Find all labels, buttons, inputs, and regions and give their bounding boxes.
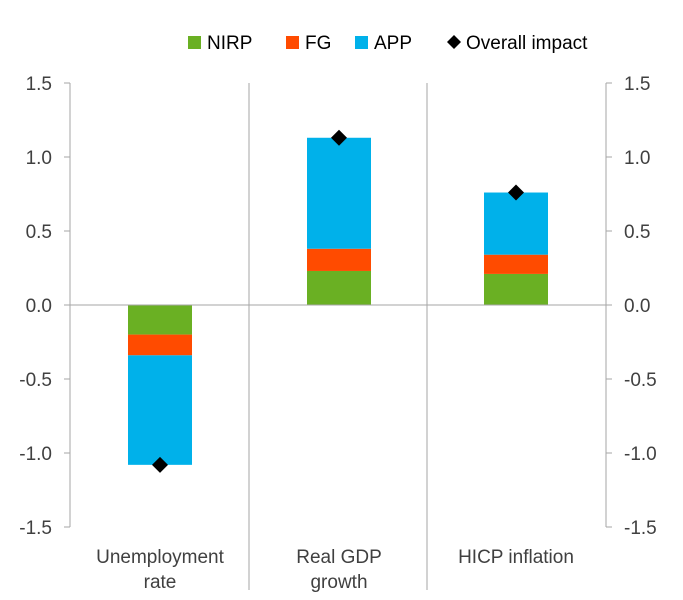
- category-label-gdp-line1: Real GDP: [296, 547, 382, 568]
- bar-nirp-unemployment: [128, 305, 192, 335]
- overall-impact-marker-unemployment: [152, 456, 168, 473]
- bar-app-unemployment: [128, 355, 192, 465]
- overall-impact-marker-gdp: [331, 129, 347, 146]
- category-label-gdp-line2: growth: [310, 572, 367, 593]
- legend-label-app: APP: [374, 33, 412, 54]
- bar-app-hicp: [484, 192, 548, 255]
- category-labels: Unemployment rate Real GDP growth HICP i…: [96, 547, 574, 593]
- legend-label-fg: FG: [305, 33, 331, 54]
- overall-markers: [152, 129, 524, 473]
- overall-impact-marker-hicp: [508, 184, 524, 201]
- left-tick-label: 0.0: [26, 296, 52, 317]
- right-tick-label: 0.0: [624, 296, 650, 317]
- left-tick-label: -0.5: [19, 370, 52, 391]
- right-tick-label: 0.5: [624, 222, 650, 243]
- bar-nirp-hicp: [484, 273, 548, 305]
- legend-label-overall: Overall impact: [466, 33, 588, 54]
- plot-area: 1.5 1.0 0.5 0.0 -0.5 -1.0 -1.5 1.5 1.0 0…: [19, 74, 657, 590]
- bars: [128, 137, 548, 465]
- bar-app-gdp: [307, 137, 371, 249]
- right-tick-label: 1.5: [624, 74, 650, 95]
- left-ticks: 1.5 1.0 0.5 0.0 -0.5 -1.0 -1.5: [19, 74, 70, 539]
- category-label-unemployment-line2: rate: [144, 572, 177, 593]
- right-tick-label: 1.0: [624, 148, 650, 169]
- legend-swatch-nirp: [188, 36, 201, 49]
- legend-label-nirp: NIRP: [207, 33, 252, 54]
- left-tick-label: -1.0: [19, 444, 52, 465]
- bar-fg-gdp: [307, 248, 371, 271]
- right-tick-label: -1.0: [624, 444, 657, 465]
- left-tick-label: 1.5: [26, 74, 52, 95]
- legend-swatch-fg: [286, 36, 299, 49]
- bar-nirp-gdp: [307, 270, 371, 305]
- left-tick-label: 1.0: [26, 148, 52, 169]
- bar-fg-hicp: [484, 254, 548, 274]
- legend-marker-overall: [447, 35, 461, 49]
- legend-swatch-app: [355, 36, 368, 49]
- category-label-unemployment-line1: Unemployment: [96, 547, 224, 568]
- legend: NIRP FG APP Overall impact: [188, 33, 588, 54]
- right-ticks: 1.5 1.0 0.5 0.0 -0.5 -1.0 -1.5: [606, 74, 657, 539]
- bar-fg-unemployment: [128, 334, 192, 356]
- left-tick-label: -1.5: [19, 518, 52, 539]
- category-label-hicp-line1: HICP inflation: [458, 547, 574, 568]
- right-tick-label: -1.5: [624, 518, 657, 539]
- right-tick-label: -0.5: [624, 370, 657, 391]
- left-tick-label: 0.5: [26, 222, 52, 243]
